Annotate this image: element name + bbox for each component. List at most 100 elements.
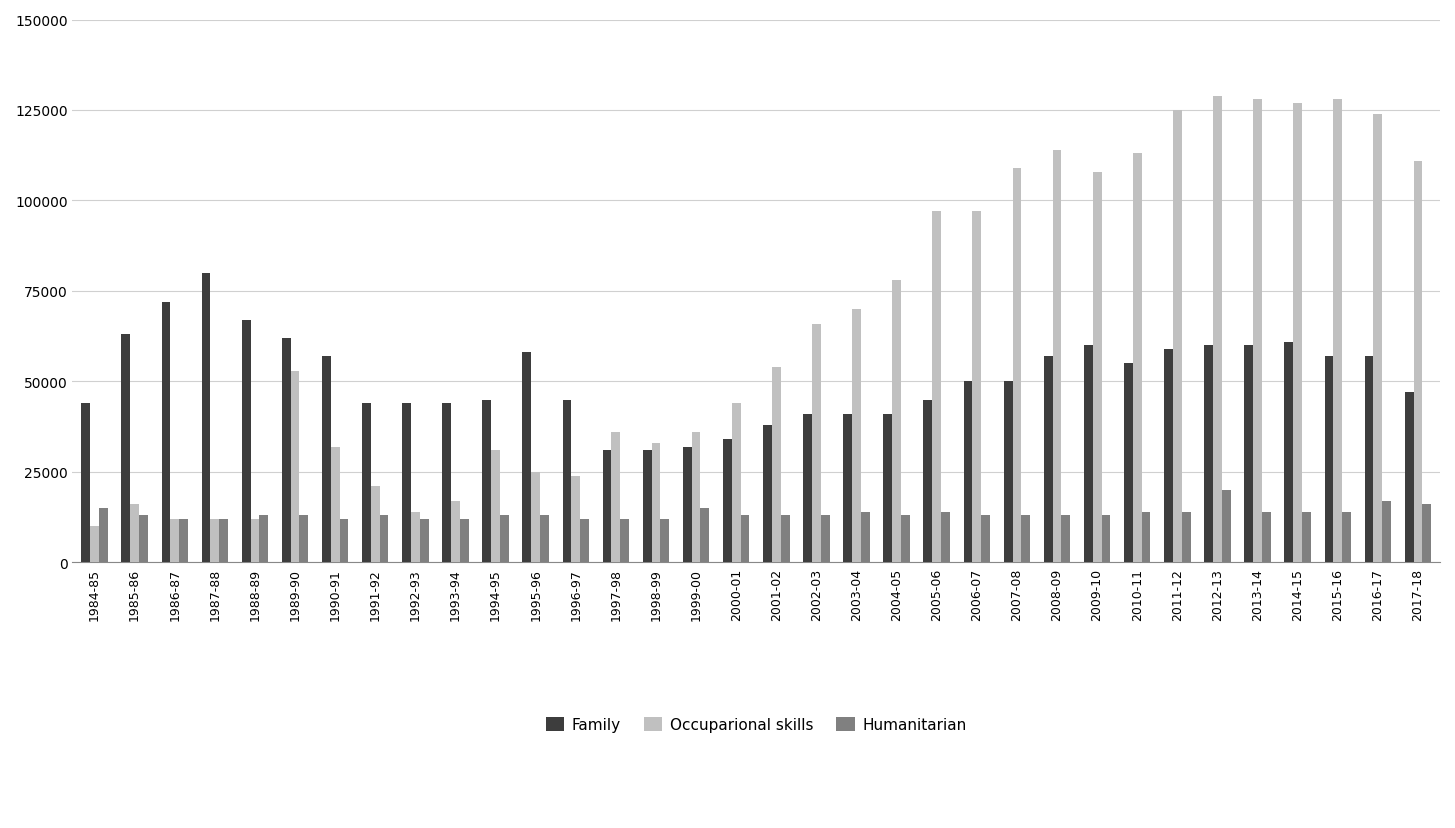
Bar <box>362 403 371 563</box>
Bar <box>1173 111 1181 563</box>
Bar <box>682 447 691 563</box>
Bar <box>803 415 812 563</box>
Bar <box>522 353 531 563</box>
Bar <box>322 357 330 563</box>
Bar <box>1093 172 1101 563</box>
Bar <box>1423 505 1432 563</box>
Bar <box>300 516 308 563</box>
Bar <box>1293 104 1302 563</box>
Bar <box>1261 512 1270 563</box>
Bar <box>1021 516 1030 563</box>
Bar <box>844 415 853 563</box>
Bar <box>1181 512 1190 563</box>
Bar <box>821 516 829 563</box>
Bar <box>170 519 179 563</box>
Bar <box>972 212 981 563</box>
Bar <box>963 382 972 563</box>
Bar <box>941 512 950 563</box>
Bar <box>691 432 700 563</box>
Bar <box>1013 169 1021 563</box>
Bar <box>492 450 501 563</box>
Bar <box>883 415 892 563</box>
Legend: Family, Occuparional skills, Humanitarian: Family, Occuparional skills, Humanitaria… <box>540 711 972 739</box>
Bar <box>1213 96 1222 563</box>
Bar <box>602 450 611 563</box>
Bar <box>901 516 909 563</box>
Bar <box>661 519 669 563</box>
Bar <box>1374 114 1382 563</box>
Bar <box>1222 490 1231 563</box>
Bar <box>1285 342 1293 563</box>
Bar <box>741 516 749 563</box>
Bar <box>572 476 581 563</box>
Bar <box>1342 512 1352 563</box>
Bar <box>282 339 291 563</box>
Bar <box>981 516 989 563</box>
Bar <box>460 519 469 563</box>
Bar <box>643 450 652 563</box>
Bar <box>242 320 250 563</box>
Bar <box>1004 382 1013 563</box>
Bar <box>620 519 629 563</box>
Bar <box>211 519 220 563</box>
Bar <box>861 512 870 563</box>
Bar <box>1133 154 1142 563</box>
Bar <box>1142 512 1151 563</box>
Bar <box>90 527 99 563</box>
Bar <box>259 516 268 563</box>
Bar <box>1253 100 1261 563</box>
Bar <box>330 447 339 563</box>
Bar <box>1101 516 1110 563</box>
Bar <box>371 487 380 563</box>
Bar <box>540 516 549 563</box>
Bar <box>924 400 933 563</box>
Bar <box>483 400 492 563</box>
Bar <box>853 310 861 563</box>
Bar <box>380 516 388 563</box>
Bar <box>1084 346 1093 563</box>
Bar <box>1302 512 1311 563</box>
Bar <box>1413 161 1423 563</box>
Bar <box>933 212 941 563</box>
Bar <box>402 403 410 563</box>
Bar <box>531 472 540 563</box>
Bar <box>420 519 429 563</box>
Bar <box>442 403 451 563</box>
Bar <box>1324 357 1333 563</box>
Bar <box>140 516 148 563</box>
Bar <box>291 371 300 563</box>
Bar <box>1365 357 1374 563</box>
Bar <box>250 519 259 563</box>
Bar <box>1164 349 1173 563</box>
Bar <box>762 426 773 563</box>
Bar <box>220 519 228 563</box>
Bar <box>410 512 420 563</box>
Bar <box>121 335 131 563</box>
Bar <box>99 508 108 563</box>
Bar <box>611 432 620 563</box>
Bar <box>563 400 572 563</box>
Bar <box>501 516 509 563</box>
Bar <box>131 505 140 563</box>
Bar <box>1333 100 1342 563</box>
Bar <box>1125 363 1133 563</box>
Bar <box>700 508 710 563</box>
Bar <box>581 519 589 563</box>
Bar <box>1382 501 1391 563</box>
Bar <box>451 501 460 563</box>
Bar <box>812 324 821 563</box>
Bar <box>202 273 211 563</box>
Bar <box>652 444 661 563</box>
Bar <box>1404 392 1413 563</box>
Bar <box>892 281 901 563</box>
Bar <box>1205 346 1213 563</box>
Bar <box>81 403 90 563</box>
Bar <box>1062 516 1071 563</box>
Bar <box>781 516 790 563</box>
Bar <box>179 519 188 563</box>
Bar <box>339 519 348 563</box>
Bar <box>1043 357 1052 563</box>
Bar <box>723 440 732 563</box>
Bar <box>773 368 781 563</box>
Bar <box>1244 346 1253 563</box>
